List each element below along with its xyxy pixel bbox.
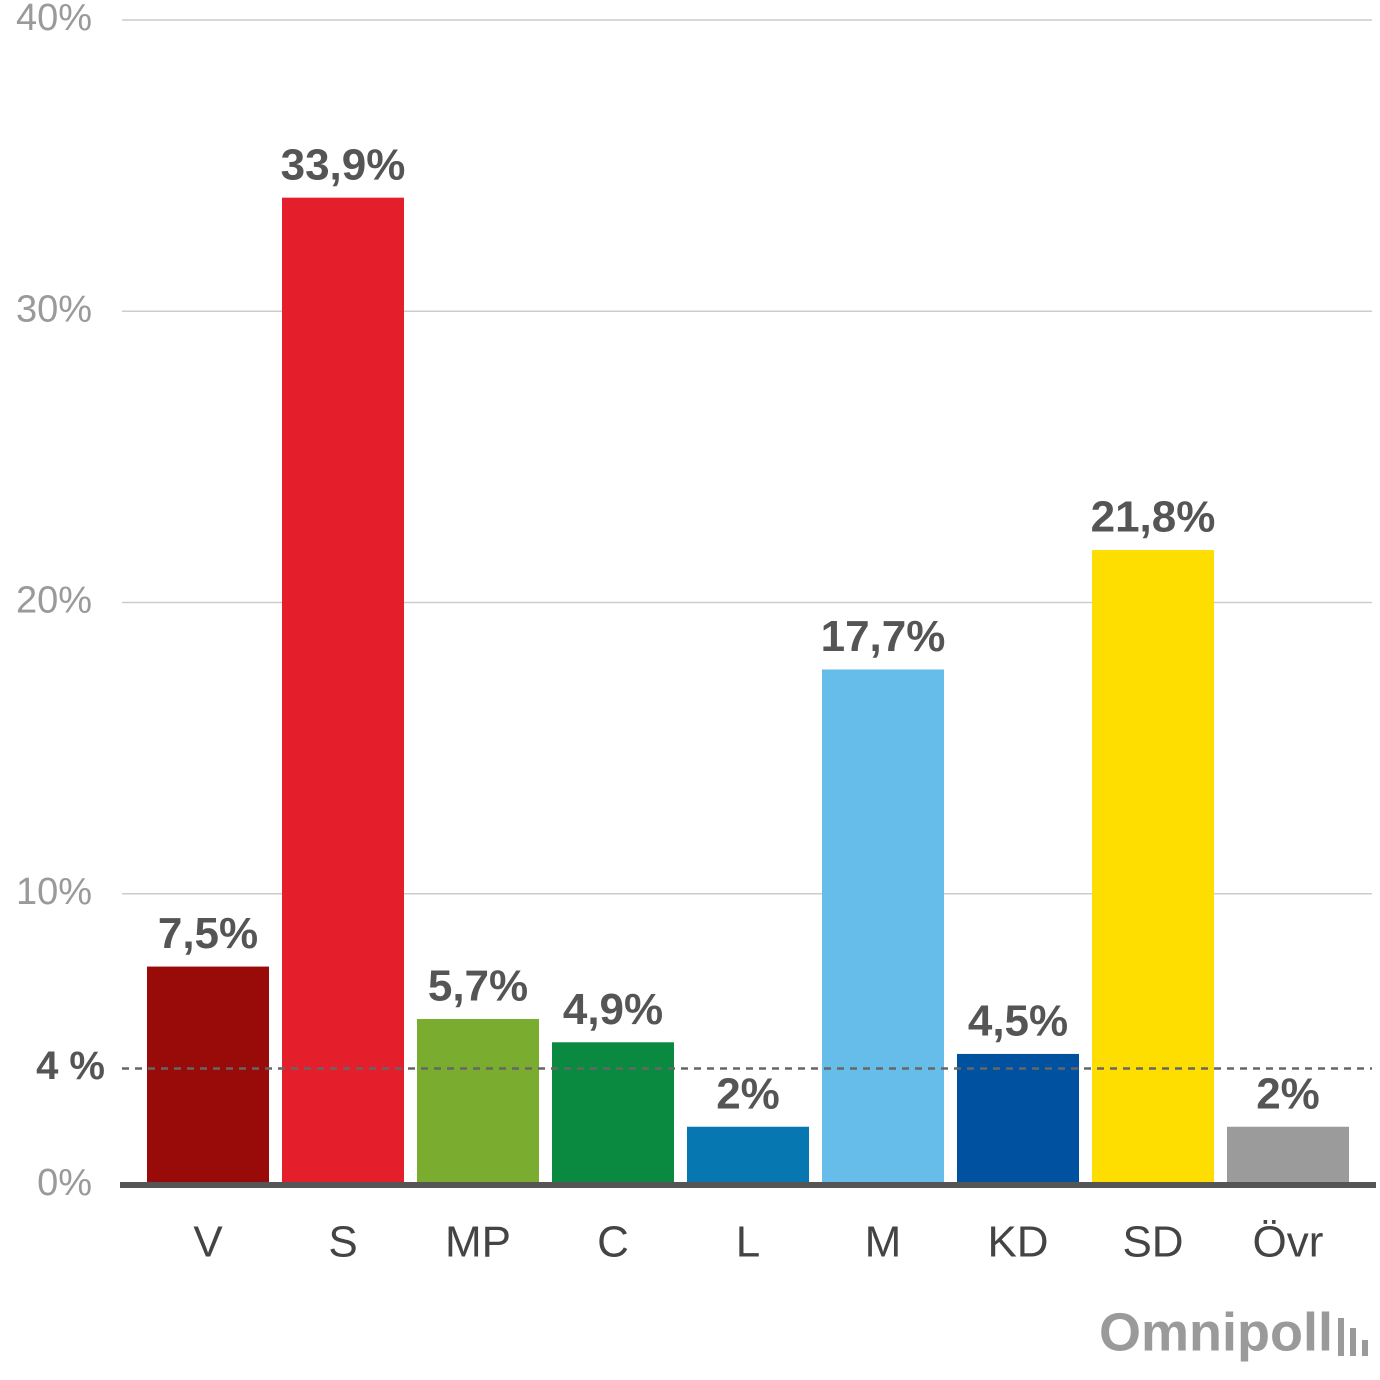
bar bbox=[1227, 1126, 1349, 1185]
bar bbox=[147, 966, 269, 1185]
y-tick-label: 0% bbox=[37, 1162, 92, 1204]
x-tick-label: Övr bbox=[1253, 1218, 1324, 1267]
value-label: 33,9% bbox=[281, 140, 406, 189]
y-tick-label: 20% bbox=[16, 580, 92, 622]
logo-icon bbox=[1338, 1318, 1368, 1356]
x-tick-label: L bbox=[736, 1218, 760, 1267]
bar bbox=[417, 1018, 539, 1185]
value-label: 4,9% bbox=[563, 985, 663, 1034]
logo: Omnipoll bbox=[1099, 1302, 1333, 1362]
value-label: 7,5% bbox=[158, 909, 258, 958]
value-label: 2% bbox=[1256, 1069, 1320, 1118]
bar bbox=[1092, 550, 1214, 1185]
bar bbox=[552, 1042, 674, 1185]
x-tick-label: KD bbox=[987, 1218, 1048, 1267]
x-tick-label: SD bbox=[1122, 1218, 1183, 1267]
value-label: 21,8% bbox=[1091, 493, 1216, 542]
y-tick-label: 30% bbox=[16, 288, 92, 330]
value-label: 2% bbox=[716, 1069, 780, 1118]
y-tick-label: 10% bbox=[16, 871, 92, 913]
x-tick-label: C bbox=[597, 1218, 629, 1267]
value-label: 4,5% bbox=[968, 997, 1068, 1046]
value-label: 17,7% bbox=[821, 612, 946, 661]
bar bbox=[957, 1053, 1079, 1185]
bar bbox=[282, 197, 404, 1186]
x-tick-label: V bbox=[193, 1218, 223, 1267]
value-label: 5,7% bbox=[428, 962, 528, 1011]
x-tick-label: M bbox=[865, 1218, 902, 1267]
x-tick-label: S bbox=[328, 1218, 357, 1267]
threshold-label: 4 % bbox=[36, 1044, 105, 1088]
x-tick-label: MP bbox=[445, 1218, 511, 1267]
y-tick-label: 40% bbox=[16, 0, 92, 39]
bar bbox=[822, 669, 944, 1185]
bar bbox=[687, 1126, 809, 1185]
